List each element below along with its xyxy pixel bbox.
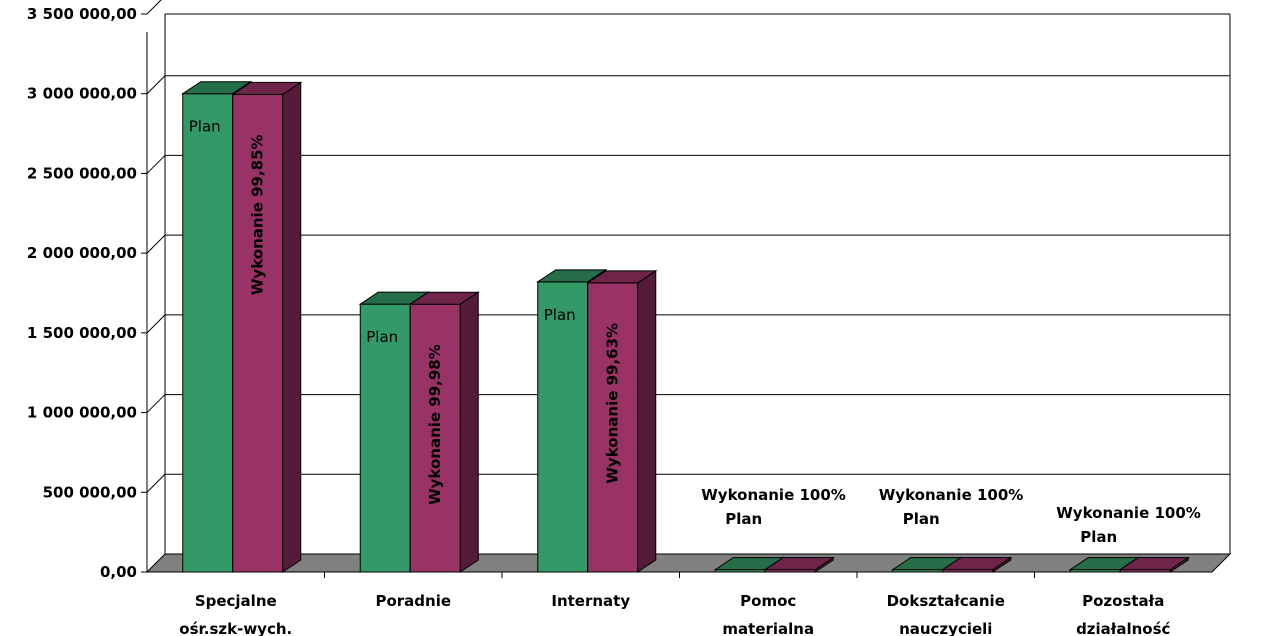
x-axis: Specjalne ośr.szk-wych. Poradnie Internaty P… bbox=[147, 571, 1212, 636]
bars bbox=[181, 80, 1190, 573]
x-category-label: Poradnie bbox=[375, 592, 451, 610]
bar-side bbox=[637, 269, 657, 573]
y-axis: 0,00 500 000,00 1 000 000,00 1 500 000,00 2 … bbox=[27, 5, 166, 581]
gridline-diagonal bbox=[146, 473, 166, 493]
y-tick-label: 500 000,00 bbox=[43, 483, 137, 501]
data-label-wykonanie: Wykonanie 100% bbox=[879, 486, 1024, 504]
x-category-label: Internaty bbox=[551, 592, 630, 610]
gridline-diagonal bbox=[146, 394, 166, 413]
data-label-wykonanie: Wykonanie 99,85% bbox=[249, 134, 267, 295]
x-category-label: Specjalne bbox=[195, 592, 277, 610]
data-label-plan: Plan bbox=[544, 306, 576, 324]
chart-floor-plane bbox=[145, 553, 1232, 573]
data-label-wykonanie: Wykonanie 100% bbox=[701, 486, 846, 504]
data-label-wykonanie: Wykonanie 100% bbox=[1056, 504, 1201, 522]
y-tick-label: 2 000 000,00 bbox=[27, 244, 137, 262]
x-category-label: Pomoc bbox=[740, 592, 796, 610]
data-label-wykonanie: Wykonanie 99,98% bbox=[426, 344, 444, 505]
data-label-plan: Plan bbox=[366, 328, 398, 346]
x-category-label: działalność bbox=[1076, 620, 1170, 636]
data-label-plan: Plan bbox=[725, 510, 762, 528]
gridline-diagonal bbox=[146, 234, 166, 254]
y-tick-label: 0,00 bbox=[100, 563, 137, 581]
y-tick-label: 1 500 000,00 bbox=[27, 324, 137, 342]
data-label-wykonanie: Wykonanie 99,63% bbox=[604, 323, 622, 484]
bar-front bbox=[232, 93, 284, 573]
bar-side bbox=[282, 81, 302, 573]
data-labels: Plan Wykonanie 99,85% Plan Wykonanie 99,98%… bbox=[189, 118, 1201, 546]
bar-side bbox=[814, 556, 834, 573]
data-label-plan: Plan bbox=[1080, 528, 1117, 546]
bar-side bbox=[459, 291, 479, 573]
gridline-diagonal bbox=[146, 0, 162, 15]
bar-side bbox=[992, 556, 1012, 573]
x-category-label: Pozostała bbox=[1082, 592, 1164, 610]
gridline-diagonal bbox=[146, 75, 166, 95]
y-tick-label: 1 000 000,00 bbox=[27, 404, 137, 422]
chart-floor bbox=[145, 553, 1232, 573]
y-tick-label: 3 000 000,00 bbox=[27, 85, 137, 103]
bar-front bbox=[537, 281, 589, 573]
x-category-label: materialna bbox=[722, 620, 814, 636]
gridline-diagonal bbox=[146, 314, 166, 334]
x-category-label: Dokształcanie bbox=[887, 592, 1005, 610]
y-tick-label: 2 500 000,00 bbox=[27, 164, 137, 182]
data-label-plan: Plan bbox=[189, 118, 221, 136]
gridline-diagonal bbox=[146, 155, 166, 174]
bar-side bbox=[1169, 556, 1189, 573]
x-category-label: nauczycieli bbox=[899, 620, 992, 636]
y-tick-label: 3 500 000,00 bbox=[27, 5, 137, 23]
data-label-plan: Plan bbox=[903, 510, 940, 528]
bar-front bbox=[182, 93, 234, 573]
x-category-label: ośr.szk-wych. bbox=[179, 620, 292, 636]
gridlines bbox=[146, 0, 1231, 554]
